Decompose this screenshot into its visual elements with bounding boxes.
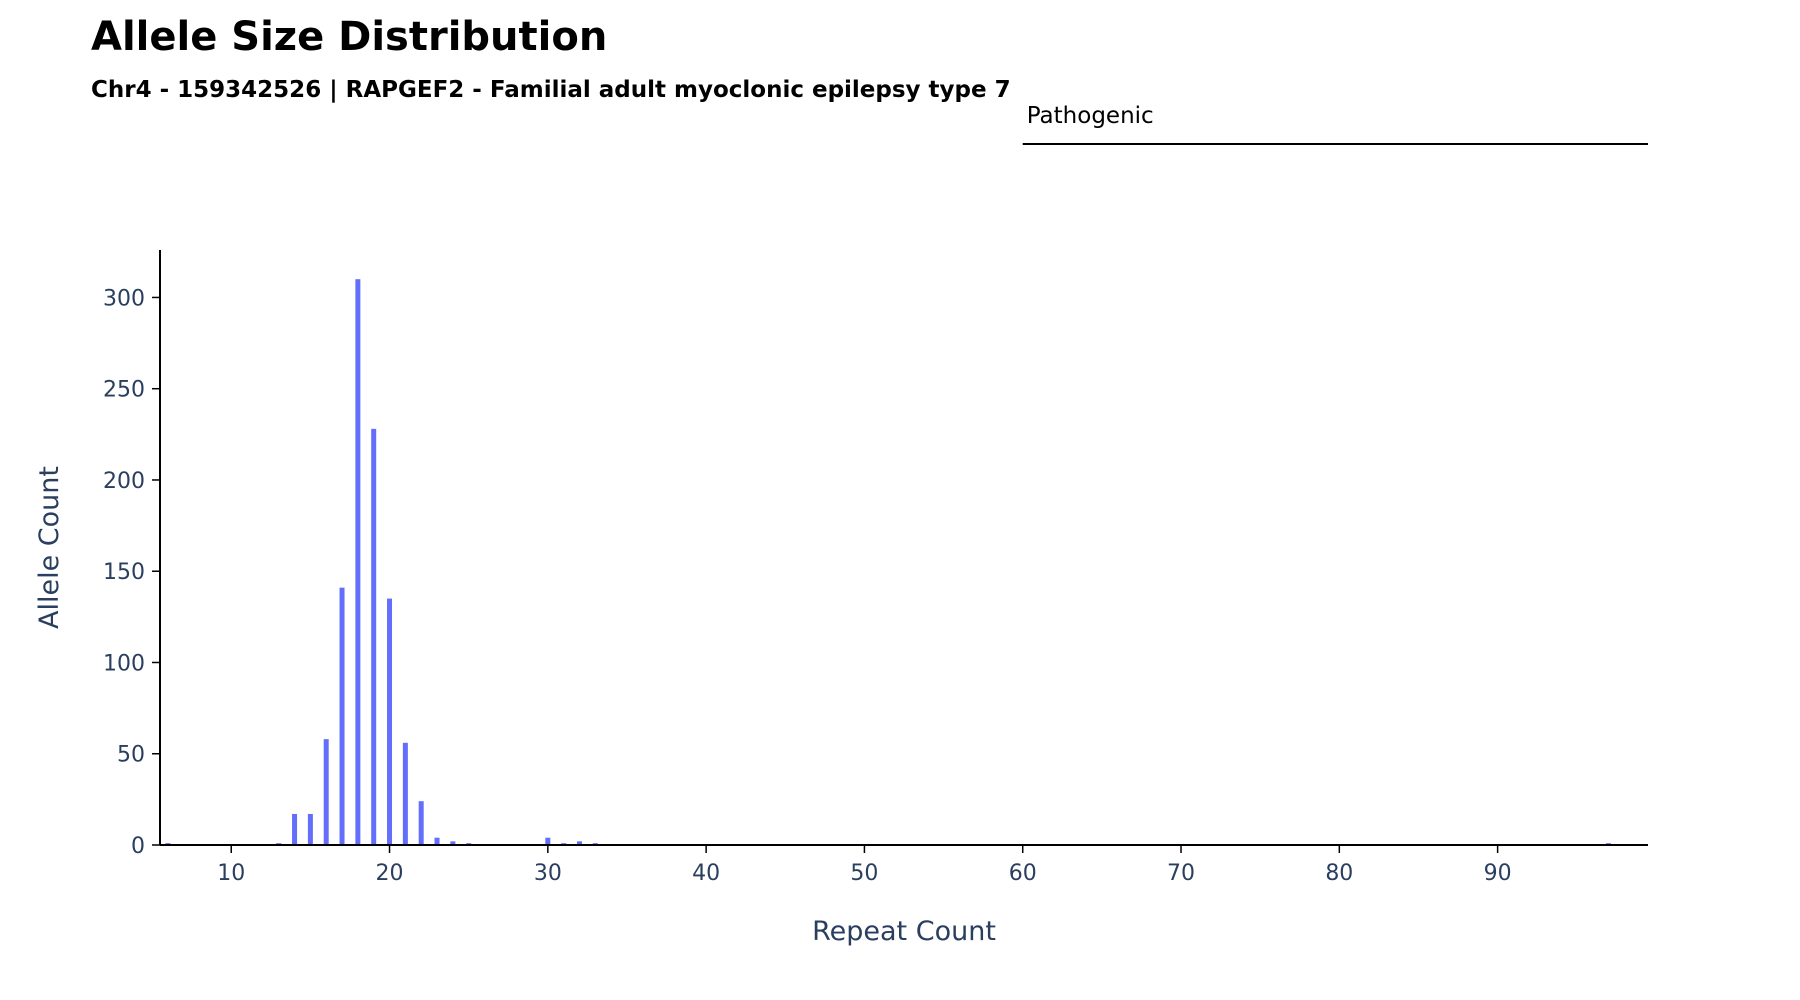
bar [450, 841, 456, 845]
x-tick-label: 20 [376, 861, 404, 886]
chart-subtitle: Chr4 - 159342526 | RAPGEF2 - Familial ad… [91, 77, 1011, 103]
y-tick-label: 50 [117, 743, 145, 768]
y-tick-label: 100 [103, 651, 145, 676]
x-axis-ticks: 10 20 30 40 50 60 70 80 90 [217, 845, 1512, 886]
y-axis-title: Allele Count [34, 466, 65, 629]
y-tick-label: 250 [103, 378, 145, 403]
pathogenic-band: Pathogenic [1022, 103, 1648, 145]
x-axis-title: Repeat Count [812, 916, 996, 947]
x-tick-label: 10 [217, 861, 245, 886]
bar [292, 813, 298, 845]
bar [402, 742, 408, 845]
x-tick-label: 60 [1009, 861, 1037, 886]
y-tick-label: 200 [103, 469, 145, 494]
x-tick-label: 30 [534, 861, 562, 886]
y-tick-label: 0 [131, 834, 145, 859]
bar [323, 739, 329, 845]
pathogenic-label: Pathogenic [1027, 103, 1154, 129]
x-tick-label: 50 [850, 861, 878, 886]
bar [387, 598, 393, 845]
bar [576, 841, 582, 845]
bars-group [165, 279, 1611, 845]
chart-title: Allele Size Distribution [91, 14, 607, 60]
bar [371, 428, 377, 845]
x-tick-label: 90 [1484, 861, 1512, 886]
x-tick-label: 70 [1167, 861, 1195, 886]
bar [307, 813, 313, 845]
bar [418, 801, 424, 845]
y-tick-label: 150 [103, 560, 145, 585]
x-tick-label: 80 [1325, 861, 1353, 886]
bar [339, 587, 345, 845]
y-tick-label: 300 [103, 286, 145, 311]
bar [434, 837, 440, 845]
x-tick-label: 40 [692, 861, 720, 886]
y-axis-ticks: 0 50 100 150 200 250 300 [103, 286, 160, 859]
bar [355, 279, 361, 845]
bar [545, 837, 551, 845]
